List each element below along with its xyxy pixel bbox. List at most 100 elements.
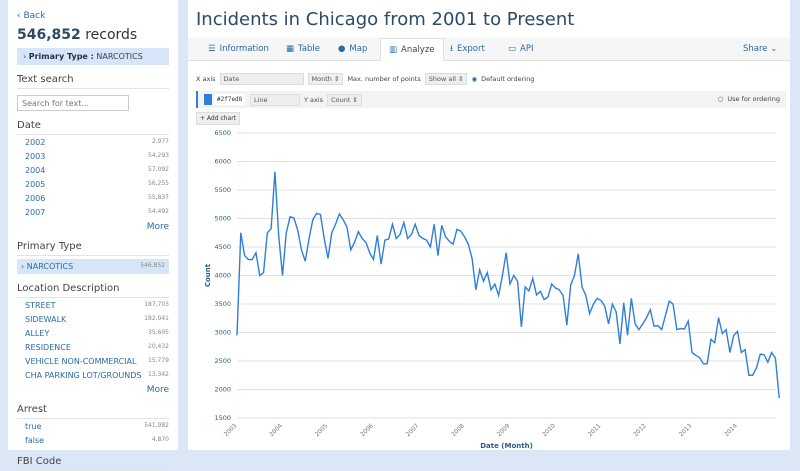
facet-label: CHA PARKING LOT/GROUNDS bbox=[25, 371, 141, 380]
y-tick-label: 4000 bbox=[214, 272, 231, 280]
facet-count: 182,041 bbox=[144, 315, 169, 324]
main-panel: Incidents in Chicago from 2001 to Presen… bbox=[188, 0, 790, 450]
facet-label: 2007 bbox=[25, 208, 45, 217]
sidebar: ‹ Back 546,852 records › Primary Type : … bbox=[8, 0, 178, 450]
facet-label: false bbox=[25, 436, 44, 445]
x-group-select[interactable]: Month ⇕ bbox=[308, 73, 344, 85]
facet-item[interactable]: 2005 56,255 bbox=[17, 177, 169, 191]
series-color-swatch[interactable] bbox=[204, 94, 212, 105]
tab-map[interactable]: ●Map bbox=[338, 38, 367, 61]
line-chart: 1500200025003000350040004500500055006000… bbox=[188, 124, 790, 450]
series-controls: Line Y axis Count ⇕ bbox=[250, 94, 362, 106]
share-button[interactable]: Share ⌄ bbox=[743, 38, 777, 61]
download-icon: ⭳ bbox=[450, 44, 453, 54]
x-axis-select[interactable]: Date bbox=[220, 73, 304, 85]
facet-label: 2005 bbox=[25, 180, 45, 189]
facet-label: true bbox=[25, 422, 41, 431]
facet-item[interactable]: false 4,870 bbox=[17, 433, 169, 447]
y-axis-select[interactable]: Count ⇕ bbox=[327, 94, 362, 106]
facet-count: 54,293 bbox=[148, 152, 169, 161]
back-link[interactable]: ‹ Back bbox=[17, 11, 169, 21]
facet-count: 35,605 bbox=[148, 329, 169, 338]
use-for-ordering[interactable]: ○Use for ordering bbox=[718, 95, 780, 103]
facet-count: 56,255 bbox=[148, 180, 169, 189]
records-label: records bbox=[81, 27, 137, 43]
records-count: 546,852 records bbox=[17, 27, 169, 43]
x-tick-label: 2009 bbox=[496, 422, 512, 438]
series-color-input[interactable]: #2f7ed8 bbox=[214, 94, 245, 105]
laptop-icon: ▭ bbox=[508, 44, 516, 54]
list-icon: ☰ bbox=[208, 44, 216, 54]
tab-export[interactable]: ⭳ Export bbox=[450, 38, 485, 61]
location-more-link[interactable]: More bbox=[17, 385, 169, 395]
date-more-link[interactable]: More bbox=[17, 222, 169, 232]
facet-count: 20,432 bbox=[148, 343, 169, 352]
fbi-code-heading: FBI Code bbox=[17, 456, 169, 471]
tab-label: Information bbox=[220, 44, 269, 54]
y-tick-label: 2500 bbox=[214, 357, 231, 365]
facet-count: 13,342 bbox=[148, 371, 169, 380]
facet-item[interactable]: SIDEWALK 182,041 bbox=[17, 312, 169, 326]
facet-item[interactable]: CHA PARKING LOT/GROUNDS 13,342 bbox=[17, 368, 169, 382]
y-axis-label: Y axis bbox=[304, 96, 323, 104]
facet-count: 4,870 bbox=[152, 436, 169, 445]
filter-value: NARCOTICS bbox=[96, 52, 142, 61]
globe-icon: ● bbox=[338, 44, 345, 54]
x-tick-label: 2007 bbox=[405, 422, 421, 438]
x-tick-label: 2005 bbox=[314, 422, 330, 438]
y-tick-label: 1500 bbox=[214, 414, 231, 422]
facet-label: VEHICLE NON-COMMERCIAL bbox=[25, 357, 136, 366]
facet-label: 2006 bbox=[25, 194, 45, 203]
tab-information[interactable]: ☰ Information bbox=[208, 38, 269, 61]
tab-analyze[interactable]: ▥ Analyze bbox=[380, 38, 444, 61]
x-tick-label: 2013 bbox=[678, 422, 694, 438]
use-for-ordering-label: Use for ordering bbox=[727, 95, 780, 103]
default-ordering-radio[interactable]: ◉ bbox=[471, 75, 477, 83]
x-tick-label: 2003 bbox=[223, 422, 239, 438]
tab-bar: ☰ Information ▦Table ●Map ▥ Analyze ⭳ Expor… bbox=[188, 38, 790, 61]
tab-table[interactable]: ▦Table bbox=[286, 38, 320, 61]
facet-item[interactable]: 2004 57,092 bbox=[17, 163, 169, 177]
bar-chart-icon: ▥ bbox=[389, 45, 397, 55]
series-row: #2f7ed8 Line Y axis Count ⇕ ○Use for ord… bbox=[196, 91, 786, 108]
page-title: Incidents in Chicago from 2001 to Presen… bbox=[196, 9, 574, 30]
facet-label: 2004 bbox=[25, 166, 45, 175]
facet-label: SIDEWALK bbox=[25, 315, 66, 324]
text-search-heading: Text search bbox=[17, 74, 169, 89]
search-input[interactable] bbox=[17, 95, 129, 111]
y-axis-title: Count bbox=[204, 263, 212, 287]
facet-count: 57,092 bbox=[148, 166, 169, 175]
records-number: 546,852 bbox=[17, 27, 81, 43]
facet-count: 2,977 bbox=[152, 138, 169, 147]
tab-label: Table bbox=[298, 44, 320, 54]
tab-api[interactable]: ▭API bbox=[508, 38, 533, 61]
tab-label: Export bbox=[457, 44, 485, 54]
default-ordering-label: Default ordering bbox=[481, 75, 534, 83]
series-type-select[interactable]: Line bbox=[250, 94, 300, 106]
x-tick-label: 2010 bbox=[541, 422, 557, 438]
facet-label: STREET bbox=[25, 301, 56, 310]
max-points-select[interactable]: Show all ⇕ bbox=[425, 73, 468, 85]
tab-label: Analyze bbox=[401, 45, 435, 55]
ordering-radio[interactable]: ○ bbox=[718, 95, 724, 103]
y-tick-label: 5000 bbox=[214, 215, 231, 223]
y-tick-label: 6000 bbox=[214, 158, 231, 166]
series-line bbox=[237, 172, 779, 398]
filter-label: Primary Type : bbox=[29, 52, 94, 61]
x-axis-title: Date (Month) bbox=[480, 442, 533, 450]
primary-type-heading: Primary Type bbox=[17, 241, 169, 256]
active-filter[interactable]: › Primary Type : NARCOTICS bbox=[17, 48, 169, 65]
x-tick-label: 2012 bbox=[632, 422, 648, 438]
max-points-label: Max. number of points bbox=[347, 75, 420, 83]
location-heading: Location Description bbox=[17, 283, 169, 298]
